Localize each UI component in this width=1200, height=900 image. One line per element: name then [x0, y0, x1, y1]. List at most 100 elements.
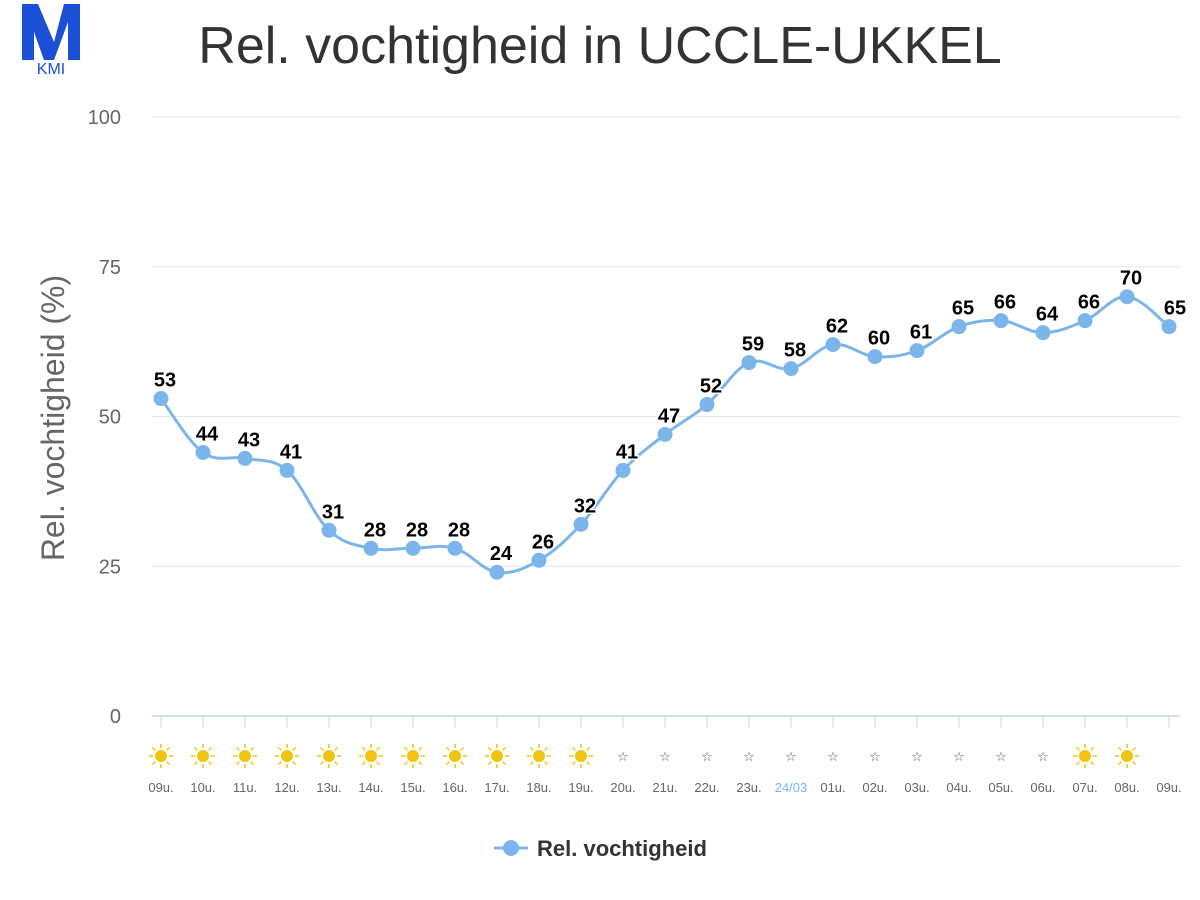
chart-title: Rel. vochtigheid in UCCLE-UKKEL — [198, 17, 1002, 75]
star-icon: ☆ — [911, 750, 923, 765]
data-label: 26 — [532, 531, 554, 553]
legend-label: Rel. vochtigheid — [537, 836, 707, 861]
svg-text:☆: ☆ — [827, 750, 839, 765]
data-label: 41 — [280, 441, 302, 463]
data-label: 43 — [238, 429, 260, 451]
data-label: 28 — [364, 519, 386, 541]
svg-text:☆: ☆ — [785, 750, 797, 765]
data-point[interactable] — [573, 516, 589, 532]
star-icon: ☆ — [953, 750, 965, 765]
logo-text: KMI — [37, 61, 65, 76]
data-point[interactable] — [279, 462, 295, 478]
data-point[interactable] — [741, 355, 757, 371]
data-label: 32 — [574, 495, 596, 517]
star-icon: ☆ — [827, 750, 839, 765]
data-point[interactable] — [1077, 313, 1093, 329]
data-point[interactable] — [321, 522, 337, 538]
sun-icon — [149, 744, 173, 768]
star-icon: ☆ — [1037, 750, 1049, 765]
data-point[interactable] — [363, 540, 379, 556]
star-icon: ☆ — [701, 750, 713, 765]
x-tick-label: 07u. — [1072, 780, 1097, 795]
data-point[interactable] — [783, 361, 799, 377]
data-point[interactable] — [1119, 289, 1135, 305]
sun-icon — [527, 744, 551, 768]
star-icon: ☆ — [785, 750, 797, 765]
svg-text:☆: ☆ — [953, 750, 965, 765]
x-tick-label: 14u. — [358, 780, 383, 795]
svg-text:☆: ☆ — [701, 750, 713, 765]
data-point[interactable] — [951, 319, 967, 335]
data-point[interactable] — [867, 349, 883, 365]
data-label: 60 — [868, 328, 890, 350]
data-point[interactable] — [405, 540, 421, 556]
y-axis-label: Rel. vochtigheid (%) — [35, 275, 71, 561]
x-tick-label: 09u. — [1156, 780, 1181, 795]
kmi-logo: KMI — [22, 4, 80, 76]
data-point[interactable] — [657, 426, 673, 442]
sun-icon — [317, 744, 341, 768]
sun-icon — [191, 744, 215, 768]
star-icon: ☆ — [659, 750, 671, 765]
data-point[interactable] — [1161, 319, 1177, 335]
data-point[interactable] — [237, 450, 253, 466]
svg-text:☆: ☆ — [995, 750, 1007, 765]
y-axis-ticks: 0 25 50 75 100 — [88, 107, 121, 728]
y-tick-label: 0 — [110, 706, 121, 728]
data-point[interactable] — [153, 391, 169, 407]
svg-text:☆: ☆ — [743, 750, 755, 765]
data-label: 64 — [1036, 304, 1059, 326]
sun-icon — [443, 744, 467, 768]
data-label: 52 — [700, 376, 722, 398]
data-point[interactable] — [531, 552, 547, 568]
data-point[interactable] — [1035, 325, 1051, 341]
data-label: 28 — [448, 519, 470, 541]
svg-text:☆: ☆ — [869, 750, 881, 765]
data-point[interactable] — [447, 540, 463, 556]
x-tick-label: 01u. — [820, 780, 845, 795]
data-label: 62 — [826, 316, 848, 338]
data-label: 28 — [406, 519, 428, 541]
sun-icon — [233, 744, 257, 768]
x-tick-label: 21u. — [652, 780, 677, 795]
y-tick-label: 100 — [88, 107, 121, 129]
data-point[interactable] — [909, 343, 925, 359]
sun-icon — [485, 744, 509, 768]
x-tick-label: 03u. — [904, 780, 929, 795]
data-label: 61 — [910, 322, 932, 344]
x-tick-label: 09u. — [148, 780, 173, 795]
data-labels: 53 44 43 41 31 28 28 28 24 26 32 41 47 52 59 58 62 60 61 65… — [152, 266, 1187, 567]
weather-icons: ☆ ☆ ☆ ☆ ☆ ☆ ☆ ☆ ☆ ☆ ☆ — [149, 744, 1139, 768]
sun-icon — [359, 744, 383, 768]
data-label: 53 — [154, 370, 176, 392]
legend[interactable]: Rel. vochtigheid — [494, 836, 707, 861]
series-points — [153, 289, 1177, 580]
x-tick-label: 11u. — [233, 780, 257, 795]
sun-icon — [1115, 744, 1139, 768]
x-tick-label: 08u. — [1114, 780, 1139, 795]
y-tick-label: 50 — [99, 407, 121, 429]
star-icon: ☆ — [743, 750, 755, 765]
gridlines — [152, 116, 1180, 567]
data-point[interactable] — [993, 313, 1009, 329]
data-point[interactable] — [825, 337, 841, 353]
svg-text:☆: ☆ — [1037, 750, 1049, 765]
data-point[interactable] — [489, 564, 505, 580]
x-tick-label: 02u. — [862, 780, 887, 795]
x-tick-label: 12u. — [274, 780, 299, 795]
data-label: 70 — [1120, 268, 1142, 290]
sun-icon — [569, 744, 593, 768]
data-point[interactable] — [195, 444, 211, 460]
data-point[interactable] — [615, 462, 631, 478]
data-label: 59 — [742, 334, 764, 356]
data-label: 41 — [616, 441, 638, 463]
data-label: 58 — [784, 340, 806, 362]
x-tick-label: 18u. — [526, 780, 551, 795]
x-axis-tick-labels: 09u. 10u. 11u. 12u. 13u. 14u. 15u. 16u. 17u. 18u.… — [148, 780, 1181, 795]
data-label: 66 — [994, 292, 1016, 314]
data-point[interactable] — [699, 397, 715, 413]
x-tick-label: 10u. — [190, 780, 215, 795]
y-tick-label: 75 — [99, 257, 121, 279]
x-tick-label: 19u. — [568, 780, 593, 795]
